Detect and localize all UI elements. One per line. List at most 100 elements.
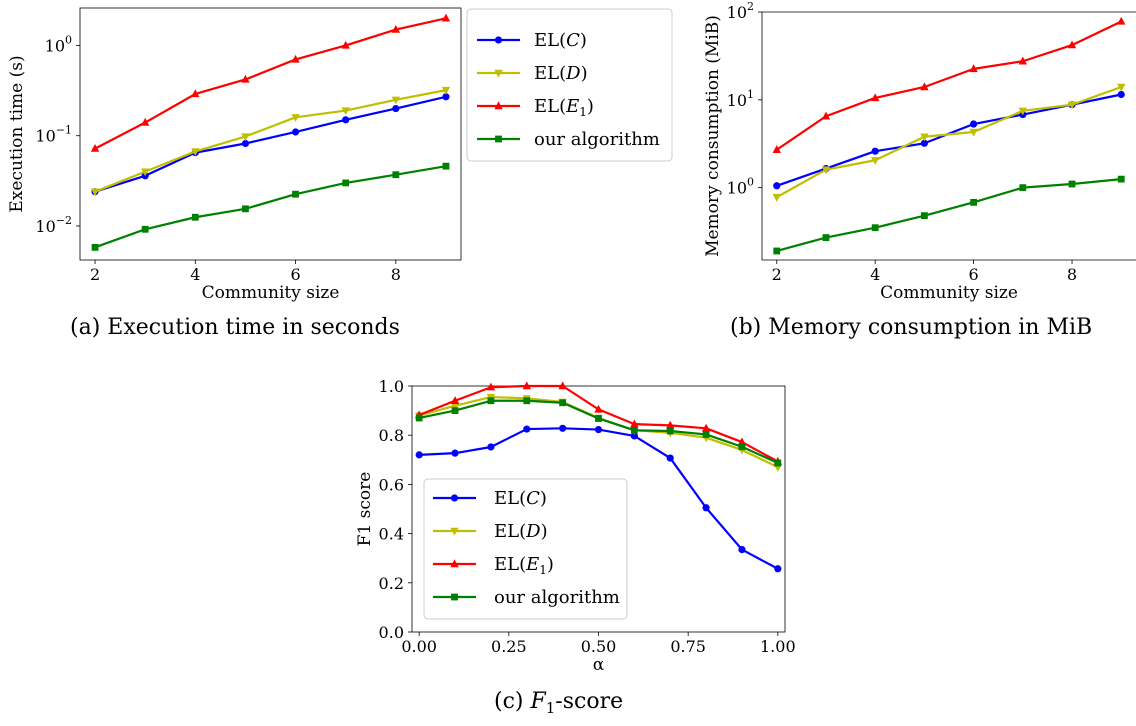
data-point [341, 107, 350, 116]
y-tick-label: 102 [727, 0, 754, 22]
plot-frame [761, 11, 1136, 261]
x-tick-label: 0.75 [670, 637, 706, 656]
data-point [970, 198, 978, 206]
data-point [486, 382, 496, 391]
legend-label: our algorithm [534, 129, 660, 150]
series-line-3 [776, 178, 1122, 253]
data-point [487, 397, 495, 405]
data-point [822, 234, 830, 241]
data-point [450, 402, 460, 411]
data-point [969, 64, 978, 73]
data-point [1068, 180, 1076, 188]
data-point [1067, 40, 1077, 49]
data-point [774, 459, 782, 467]
data-point [342, 116, 350, 124]
data-point [630, 432, 638, 440]
caption-c: (c) F1-score [494, 689, 623, 717]
data-point [242, 205, 249, 213]
data-point [487, 443, 495, 451]
data-point [738, 443, 746, 451]
data-point [871, 147, 879, 155]
data-point [341, 40, 350, 49]
legend-marker [450, 559, 459, 568]
x-tick-label: 0.25 [491, 637, 527, 656]
y-tick-label: 0.6 [379, 475, 404, 494]
data-point [291, 114, 300, 122]
data-point [969, 128, 978, 137]
series-line-0 [94, 95, 447, 193]
y-tick-label: 100 [45, 33, 72, 55]
data-point [630, 426, 638, 434]
data-point [821, 166, 831, 175]
data-point [871, 224, 879, 232]
y-tick-label: 100 [727, 176, 754, 198]
data-point [415, 414, 423, 422]
data-point [870, 93, 880, 102]
data-point [594, 404, 603, 413]
series-line-2 [94, 17, 447, 150]
legend: EL(C) EL(D) EL(E1) our algorithm [423, 478, 628, 620]
legend-marker [494, 69, 503, 78]
legend-marker [494, 36, 503, 44]
data-point [773, 247, 781, 255]
legend-label: EL(C) [494, 488, 547, 509]
data-point [141, 225, 149, 233]
data-point [773, 182, 781, 190]
data-point [241, 74, 250, 83]
y-axis-label: Execution time (s) [7, 55, 27, 212]
data-point [559, 424, 567, 432]
y-tick-label: 10−1 [35, 124, 72, 146]
data-point [291, 128, 300, 136]
data-point [666, 454, 674, 462]
data-point [292, 190, 299, 198]
x-tick-label: 6 [969, 265, 979, 284]
data-point [392, 104, 400, 113]
data-point [772, 193, 781, 202]
x-axis-label: α [593, 655, 605, 675]
data-point [450, 396, 460, 404]
data-point [523, 397, 531, 405]
data-point [451, 407, 459, 414]
y-tick-label: 0.2 [379, 574, 404, 593]
x-axis-label: Community size [880, 283, 1018, 303]
data-point [738, 545, 746, 554]
data-point [90, 188, 100, 197]
y-tick-label: 0.4 [379, 525, 404, 544]
data-point [920, 212, 928, 220]
chart-a: 2 4 6 8 10−2 10−1 100 Community size Execution t… [7, 7, 673, 303]
x-tick-label: 8 [391, 265, 401, 284]
legend-label: EL(C) [534, 30, 587, 51]
data-point [191, 213, 199, 221]
x-tick-label: 8 [1067, 265, 1077, 284]
y-tick-label: 1.0 [379, 377, 404, 396]
data-point [1117, 90, 1125, 99]
data-point [702, 431, 710, 438]
caption-a: (a) Execution time in seconds [70, 315, 400, 340]
data-point [970, 120, 978, 128]
x-axis-label: Community size [202, 283, 340, 303]
data-point [920, 82, 929, 91]
y-tick-label: 101 [727, 88, 754, 110]
x-tick-label: 0.00 [401, 637, 437, 656]
data-point [702, 504, 710, 512]
x-tick-label: 2 [772, 265, 782, 284]
caption-b: (b) Memory consumption in MiB [730, 315, 1092, 340]
plot-frame [79, 7, 462, 261]
data-point [920, 139, 928, 147]
data-point [666, 427, 674, 435]
data-point [392, 171, 400, 179]
legend-label: EL(E1) [494, 554, 554, 577]
legend-marker [451, 593, 458, 601]
x-tick-label: 0.50 [581, 637, 617, 656]
data-point [559, 399, 567, 407]
data-point [140, 168, 150, 177]
y-tick-label: 0.0 [379, 623, 404, 642]
data-point [1019, 184, 1027, 192]
data-point [191, 148, 200, 157]
data-point [821, 111, 831, 120]
data-point [772, 145, 781, 153]
data-point [1117, 175, 1125, 183]
data-point [774, 565, 782, 573]
legend-marker [450, 494, 459, 502]
